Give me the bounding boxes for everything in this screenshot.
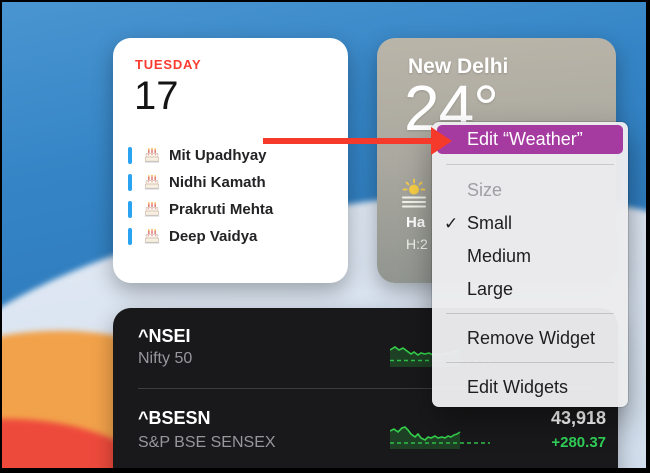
event-color-bar xyxy=(128,201,132,218)
birthday-cake-icon xyxy=(144,201,160,216)
calendar-event-row: Mit Upadhyay xyxy=(128,142,340,169)
event-name: Mit Upadhyay xyxy=(169,147,267,164)
event-name: Deep Vaidya xyxy=(169,228,258,245)
menu-item-large[interactable]: Large xyxy=(432,273,628,306)
weather-city: New Delhi xyxy=(408,55,509,78)
stock-name: S&P BSE SENSEX xyxy=(138,434,276,451)
calendar-day-number: 17 xyxy=(134,74,179,118)
calendar-widget[interactable]: TUESDAY 17 Mit Upadhyay xyxy=(113,38,348,283)
calendar-event-list: Mit Upadhyay Nidhi Kamath xyxy=(128,142,340,250)
annotation-arrow-head-icon xyxy=(431,127,452,155)
birthday-cake-icon xyxy=(144,147,160,162)
widget-context-menu: Edit “Weather” Size ✓ Small Medium Large… xyxy=(432,122,628,407)
event-color-bar xyxy=(128,174,132,191)
stock-symbol: ^NSEI xyxy=(138,326,191,346)
screenshot-border xyxy=(0,0,2,473)
event-color-bar xyxy=(128,147,132,164)
calendar-event-row: Deep Vaidya xyxy=(128,223,340,250)
menu-item-edit-widgets[interactable]: Edit Widgets xyxy=(467,377,569,397)
stock-sparkline xyxy=(390,426,490,449)
weather-high-low: H:2 xyxy=(406,236,428,252)
event-color-bar xyxy=(128,228,132,245)
annotation-arrow-tail xyxy=(263,138,433,144)
screenshot-border xyxy=(0,468,650,473)
screenshot-border xyxy=(646,0,650,473)
menu-item-label: Small xyxy=(467,213,513,233)
screenshot-border xyxy=(0,0,650,2)
event-name: Nidhi Kamath xyxy=(169,174,266,191)
menu-item-edit-weather[interactable]: Edit “Weather” xyxy=(437,125,623,154)
weather-condition: Ha xyxy=(406,214,426,231)
stock-symbol: ^BSESN xyxy=(138,408,211,428)
menu-item-label: Large xyxy=(467,279,514,299)
event-name: Prakruti Mehta xyxy=(169,201,274,218)
birthday-cake-icon xyxy=(144,228,160,243)
birthday-cake-icon xyxy=(144,174,160,189)
menu-divider xyxy=(446,164,614,165)
menu-item-medium[interactable]: Medium xyxy=(432,240,628,273)
stock-change: +280.37 xyxy=(551,434,606,451)
stocks-row-divider xyxy=(138,388,596,389)
menu-item-label: Medium xyxy=(467,246,532,266)
calendar-event-row: Prakruti Mehta xyxy=(128,196,340,223)
menu-item-small[interactable]: ✓ Small xyxy=(432,207,628,240)
menu-divider xyxy=(446,362,614,363)
calendar-weekday: TUESDAY xyxy=(135,57,202,72)
stock-price: 43,918 xyxy=(550,408,606,428)
stock-name: Nifty 50 xyxy=(138,350,193,367)
calendar-event-row: Nidhi Kamath xyxy=(128,169,340,196)
sun-haze-icon xyxy=(401,178,427,208)
menu-item-remove-widget[interactable]: Remove Widget xyxy=(467,328,596,348)
menu-divider xyxy=(446,313,614,314)
checkmark-icon: ✓ xyxy=(444,214,459,233)
menu-section-size: Size xyxy=(467,180,503,200)
